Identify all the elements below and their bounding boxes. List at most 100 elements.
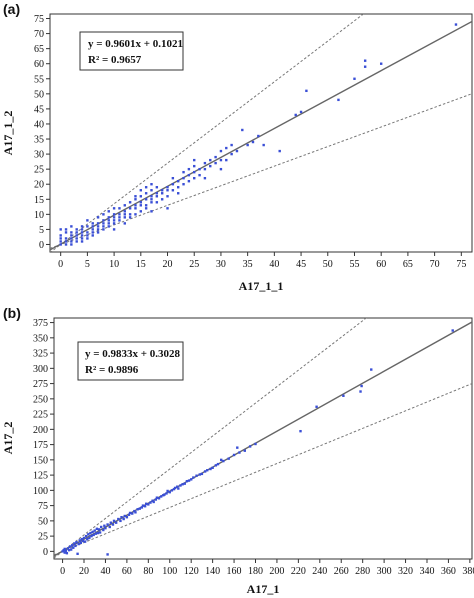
x-tick-label: 120 xyxy=(184,566,199,577)
y-tick-label: 50 xyxy=(34,89,44,100)
x-tick-label: 160 xyxy=(227,566,242,577)
data-point xyxy=(86,237,89,240)
data-point xyxy=(107,222,110,225)
y-tick-label: 350 xyxy=(33,333,48,344)
data-point xyxy=(59,237,62,240)
data-point xyxy=(193,158,196,162)
data-point xyxy=(128,216,132,219)
data-point xyxy=(209,158,212,162)
data-point xyxy=(112,213,116,216)
data-point xyxy=(150,189,153,192)
data-point xyxy=(139,189,143,192)
data-point xyxy=(88,536,91,540)
y-tick-label: 35 xyxy=(34,135,44,146)
data-point xyxy=(127,513,131,516)
x-tick-label: 10 xyxy=(109,259,119,270)
y-tick-label: 70 xyxy=(34,29,44,40)
data-point xyxy=(108,525,111,529)
data-point xyxy=(451,329,454,332)
data-point xyxy=(139,210,143,213)
data-point xyxy=(94,532,97,535)
data-point xyxy=(155,186,159,189)
x-tick-label: 280 xyxy=(355,566,370,577)
x-tick-label: 240 xyxy=(312,566,327,577)
data-point xyxy=(86,225,89,228)
r-squared-a: R² = 0.9657 xyxy=(88,54,142,66)
data-point xyxy=(147,503,150,506)
data-point xyxy=(118,219,121,222)
data-point xyxy=(454,23,458,26)
data-point xyxy=(225,146,228,150)
x-tick-label: 5 xyxy=(85,259,90,270)
data-point xyxy=(112,207,116,210)
data-point xyxy=(62,548,65,552)
panel-label-b: (b) xyxy=(3,305,21,321)
data-point xyxy=(96,225,100,228)
x-tick-label: 0 xyxy=(60,566,65,577)
data-point xyxy=(254,442,257,446)
x-tick-label: 15 xyxy=(136,259,146,270)
y-tick-label: 10 xyxy=(34,210,44,221)
data-point xyxy=(102,213,105,216)
data-point xyxy=(79,541,82,545)
data-point xyxy=(86,234,89,237)
data-point xyxy=(64,228,68,231)
y-tick-label: 0 xyxy=(39,240,44,251)
fit-line xyxy=(50,20,472,251)
data-point xyxy=(172,487,176,491)
data-point xyxy=(74,544,77,548)
data-point xyxy=(315,405,318,408)
data-point xyxy=(134,213,137,216)
data-point xyxy=(144,502,148,505)
data-point xyxy=(112,519,116,523)
data-point xyxy=(171,183,175,186)
data-point xyxy=(80,237,84,240)
data-point xyxy=(69,548,73,551)
data-point xyxy=(195,474,198,477)
data-point xyxy=(154,498,158,501)
data-point xyxy=(80,234,84,237)
plot-frame-b xyxy=(53,317,473,560)
data-point xyxy=(96,531,100,535)
data-point xyxy=(192,476,195,479)
x-tick-label: 20 xyxy=(79,566,89,577)
data-point xyxy=(128,511,132,515)
data-point xyxy=(125,516,129,519)
data-point xyxy=(198,167,201,171)
data-point xyxy=(97,528,101,531)
data-point xyxy=(128,201,132,204)
data-point xyxy=(96,222,100,225)
data-point xyxy=(160,198,164,201)
y-tick-label: 25 xyxy=(34,165,44,176)
data-point xyxy=(122,517,125,521)
equation-box-b xyxy=(77,341,184,381)
data-point xyxy=(106,553,109,556)
data-point xyxy=(107,216,110,219)
data-point xyxy=(102,222,105,225)
data-point xyxy=(189,478,193,481)
x-tick-label: 100 xyxy=(162,566,177,577)
data-point xyxy=(63,547,66,551)
data-point xyxy=(187,479,191,482)
x-tick-label: 35 xyxy=(243,259,253,270)
data-point xyxy=(182,176,185,180)
data-point xyxy=(75,240,78,243)
data-point xyxy=(209,164,212,168)
data-point xyxy=(70,243,73,246)
data-point xyxy=(181,483,184,486)
data-point xyxy=(107,210,110,213)
data-point xyxy=(70,237,73,240)
y-tick-label: 175 xyxy=(33,440,48,451)
x-tick-label: 20 xyxy=(163,259,173,270)
equation-box-a xyxy=(79,31,184,71)
data-point xyxy=(182,170,185,174)
data-point xyxy=(203,470,207,473)
x-axis-label-a: A17_1_1 xyxy=(239,279,284,293)
data-point xyxy=(176,485,179,488)
r-squared-b: R² = 0.9896 xyxy=(85,364,139,376)
data-point xyxy=(66,547,70,550)
data-point xyxy=(80,228,84,231)
x-tick-label: 25 xyxy=(189,259,199,270)
data-point xyxy=(166,207,169,210)
data-point xyxy=(171,189,175,192)
